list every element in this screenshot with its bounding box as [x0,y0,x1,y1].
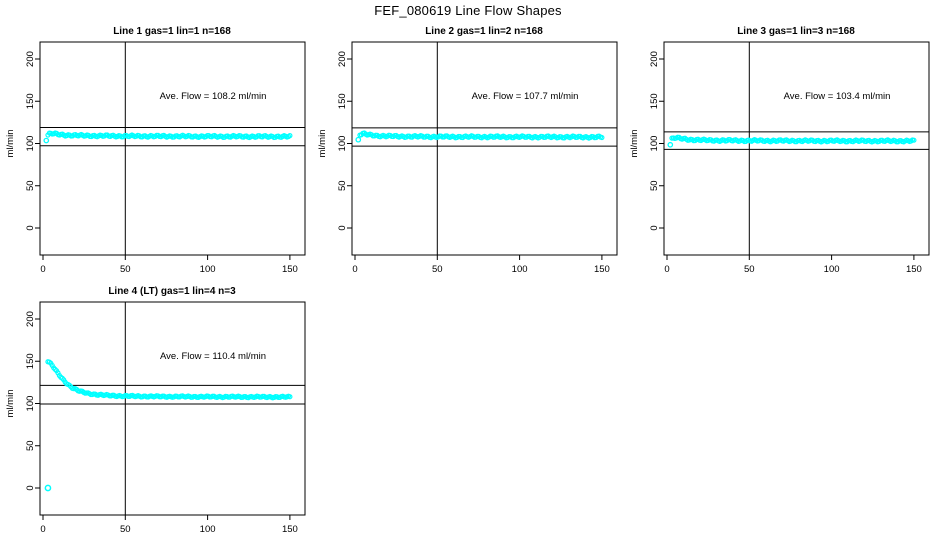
y-tick-label: 100 [25,396,36,412]
y-tick-label: 100 [649,136,660,152]
outlier-point [44,484,52,492]
x-tick-label: 150 [282,264,298,275]
panel-title: Line 3 gas=1 lin=3 n=168 [737,26,855,37]
x-tick-label: 150 [594,264,610,275]
plot-frame [663,41,930,256]
y-tick-label: 200 [25,311,36,327]
x-tick-label: 0 [40,264,45,275]
x-tick-label: 100 [824,264,840,275]
x-tick-label: 0 [40,524,45,535]
plot-frame [39,41,306,256]
figure-title: FEF_080619 Line Flow Shapes [374,3,562,18]
y-axis-label: ml/min [5,390,16,418]
y-tick-label: 150 [25,93,36,109]
y-axis-label: ml/min [5,130,16,158]
x-tick-label: 100 [200,524,216,535]
y-tick-label: 50 [649,180,660,191]
ave-flow-annotation: Ave. Flow = 107.7 ml/min [472,91,579,102]
ave-flow-annotation: Ave. Flow = 103.4 ml/min [784,91,891,102]
x-tick-label: 150 [906,264,922,275]
y-tick-label: 100 [25,136,36,152]
x-tick-label: 50 [120,264,131,275]
first-data-point [43,137,50,144]
panel-title: Line 1 gas=1 lin=1 n=168 [113,26,231,37]
y-tick-label: 50 [25,180,36,191]
y-tick-label: 150 [25,353,36,369]
data-point [287,394,293,400]
x-tick-label: 50 [432,264,443,275]
y-axis-label: ml/min [629,130,640,158]
data-point [287,133,293,139]
x-tick-label: 100 [512,264,528,275]
panel-title: Line 4 (LT) gas=1 lin=4 n=3 [108,286,236,297]
x-tick-label: 150 [282,524,298,535]
plot-frame [351,41,618,256]
ave-flow-annotation: Ave. Flow = 108.2 ml/min [160,91,267,102]
ave-flow-annotation: Ave. Flow = 110.4 ml/min [160,351,266,362]
x-tick-label: 0 [664,264,669,275]
x-tick-label: 50 [120,524,131,535]
plot-frame [39,301,306,516]
y-tick-label: 100 [337,136,348,152]
data-point [911,137,917,143]
first-data-point [667,141,674,148]
y-axis-label: ml/min [317,130,328,158]
y-tick-label: 0 [337,225,348,230]
y-tick-label: 150 [649,93,660,109]
y-tick-label: 0 [25,485,36,490]
x-tick-label: 0 [352,264,357,275]
y-tick-label: 50 [337,180,348,191]
y-tick-label: 200 [337,51,348,67]
x-tick-label: 100 [200,264,216,275]
first-data-point [355,136,362,143]
x-tick-label: 50 [744,264,755,275]
y-tick-label: 0 [25,225,36,230]
data-point [599,134,605,141]
y-tick-label: 200 [25,51,36,67]
y-tick-label: 50 [25,440,36,451]
y-tick-label: 150 [337,93,348,109]
panel-title: Line 2 gas=1 lin=2 n=168 [425,26,543,37]
y-tick-label: 200 [649,51,660,67]
y-tick-label: 0 [649,225,660,230]
